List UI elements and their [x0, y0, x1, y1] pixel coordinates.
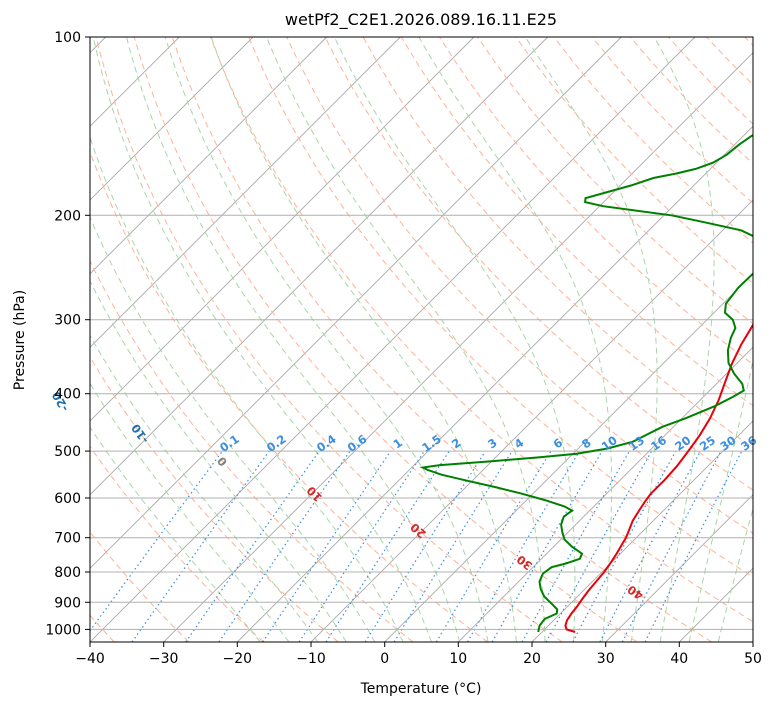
y-tick-label: 200 — [54, 208, 81, 224]
moist-adiabat-line — [90, 382, 290, 642]
x-tick-label: 0 — [380, 651, 389, 667]
moist-adiabat-line — [418, 37, 613, 642]
mixing-ratio-line — [185, 450, 320, 642]
y-axis-ticks: 100 200 300 400 500 600 700 800 900 1000 — [45, 30, 90, 638]
isotherm-line — [90, 37, 696, 642]
x-tick-label: 50 — [744, 651, 762, 667]
y-tick-label: 600 — [54, 491, 81, 507]
pressure-gridlines — [90, 37, 753, 630]
moist-adiabat-line — [90, 135, 404, 642]
x-axis-ticks: −40 −30 −20 −10 0 10 20 30 40 50 — [75, 642, 762, 667]
y-tick-label: 800 — [54, 565, 81, 581]
isotherm-line — [605, 494, 753, 642]
dewpoint-profile — [419, 134, 753, 633]
chart-title: wetPf2_C2E1.2026.089.16.11.E25 — [285, 10, 557, 30]
moist-adiabat-line — [90, 426, 261, 642]
dry-adiabat-line — [515, 37, 753, 284]
moist-adiabat-line — [688, 358, 753, 642]
dry-adiabat-line — [90, 259, 414, 642]
dry-adiabat-line — [324, 37, 753, 491]
mixing-ratio-line — [298, 450, 425, 642]
moist-adiabat-line — [653, 37, 715, 642]
isotherm-line — [90, 37, 549, 496]
moist-adiabat-line — [164, 37, 489, 642]
x-tick-label: −10 — [296, 651, 326, 667]
y-tick-label: 700 — [54, 531, 81, 547]
moist-adiabat-line — [90, 334, 319, 642]
isotherm-line — [384, 273, 753, 642]
y-axis-label: Pressure (hPa) — [12, 290, 28, 390]
moist-adiabat-line — [210, 37, 517, 642]
inline-labels: -100-90-80-70-60-50-40-30-20-10010203040… — [49, 389, 759, 603]
y-tick-label: 1000 — [45, 622, 81, 638]
x-tick-label: 20 — [523, 651, 541, 667]
profile-lines — [419, 134, 753, 633]
x-tick-label: −20 — [223, 651, 253, 667]
background-lines — [90, 37, 753, 642]
isotherm-line — [90, 37, 475, 422]
y-tick-label: 400 — [54, 387, 81, 403]
x-tick-label: 30 — [597, 651, 615, 667]
isotherm-line — [90, 37, 401, 348]
temperature-profile — [564, 322, 753, 633]
mixing-ratio-line — [364, 450, 486, 642]
moist-adiabat-line — [266, 37, 546, 642]
moist-adiabat-line — [126, 37, 461, 642]
dry-adiabat-line — [210, 37, 753, 623]
y-tick-label: 300 — [54, 313, 81, 329]
dry-adiabat-line — [95, 37, 563, 642]
plot-frame — [89, 36, 754, 643]
y-tick-label: 100 — [54, 30, 81, 46]
isotherm-line — [531, 420, 753, 642]
mixing-ratio-line — [262, 450, 392, 642]
isotherm-line — [457, 346, 753, 642]
x-tick-label: 40 — [670, 651, 688, 667]
mixing-ratio-line — [325, 450, 450, 642]
isotherm-line — [163, 52, 753, 642]
moist-adiabat-line — [524, 37, 658, 642]
mixing-ratio-line — [218, 450, 351, 642]
moist-adiabat-line — [333, 37, 576, 642]
moist-adiabat-line — [90, 215, 376, 642]
dry-adiabat-line — [286, 37, 753, 534]
x-axis-label: Temperature (°C) — [360, 681, 482, 697]
isotherm-line — [90, 37, 328, 275]
dry-adiabat-line — [90, 445, 264, 642]
moist-adiabat-line — [92, 37, 432, 642]
x-tick-label: 10 — [449, 651, 467, 667]
isotherm-line — [90, 37, 622, 569]
moist-adiabat-line — [717, 506, 753, 642]
isotherm-line — [90, 37, 254, 201]
mixing-ratio-line — [466, 450, 580, 642]
y-tick-label: 500 — [54, 444, 81, 460]
x-tick-label: −30 — [149, 651, 179, 667]
mixing-ratio-line — [599, 450, 702, 642]
isotherm-line — [236, 125, 753, 642]
mixing-ratio-line — [572, 450, 677, 642]
dry-adiabat-line — [248, 37, 753, 578]
mixing-ratio-line — [393, 450, 513, 642]
x-tick-label: −40 — [75, 651, 105, 667]
y-tick-label: 900 — [54, 595, 81, 611]
